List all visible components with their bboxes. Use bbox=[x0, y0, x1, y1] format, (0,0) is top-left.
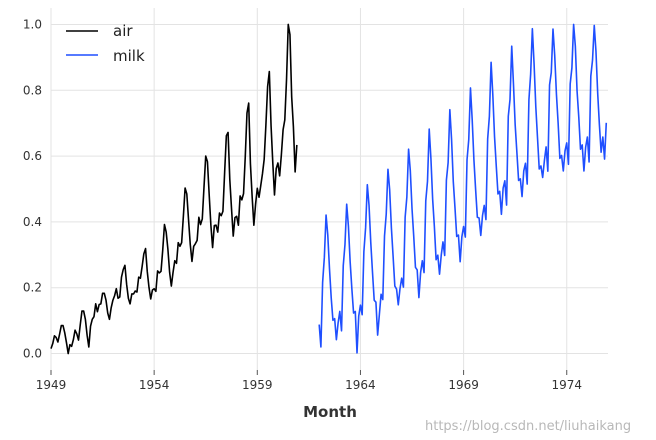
x-axis-ticks: 1949 1954 1959 1964 1969 1974 bbox=[36, 370, 582, 392]
legend: air milk bbox=[66, 22, 145, 65]
x-tick-label: 1949 bbox=[36, 378, 67, 392]
series-line-milk bbox=[318, 23, 608, 354]
x-axis-label: Month bbox=[303, 403, 357, 421]
x-tick-label: 1969 bbox=[448, 378, 479, 392]
y-tick-label: 0.4 bbox=[23, 215, 42, 229]
plot-background bbox=[51, 8, 608, 370]
legend-label-milk: milk bbox=[113, 47, 145, 65]
series-layer bbox=[50, 23, 608, 355]
watermark: https://blog.csdn.net/liuhaikang bbox=[425, 419, 631, 434]
x-tick-label: 1954 bbox=[139, 378, 170, 392]
y-tick-label: 0.2 bbox=[23, 281, 42, 295]
x-tick-label: 1964 bbox=[345, 378, 376, 392]
series-line-air bbox=[50, 23, 298, 355]
y-tick-label: 1.0 bbox=[23, 17, 42, 31]
legend-label-air: air bbox=[113, 22, 133, 40]
x-tick-label: 1974 bbox=[551, 378, 582, 392]
y-axis-ticks: 0.0 0.2 0.4 0.6 0.8 1.0 bbox=[23, 17, 42, 360]
y-tick-label: 0.8 bbox=[23, 83, 42, 97]
y-tick-label: 0.0 bbox=[23, 347, 42, 361]
y-tick-label: 0.6 bbox=[23, 149, 42, 163]
x-tick-label: 1959 bbox=[242, 378, 273, 392]
